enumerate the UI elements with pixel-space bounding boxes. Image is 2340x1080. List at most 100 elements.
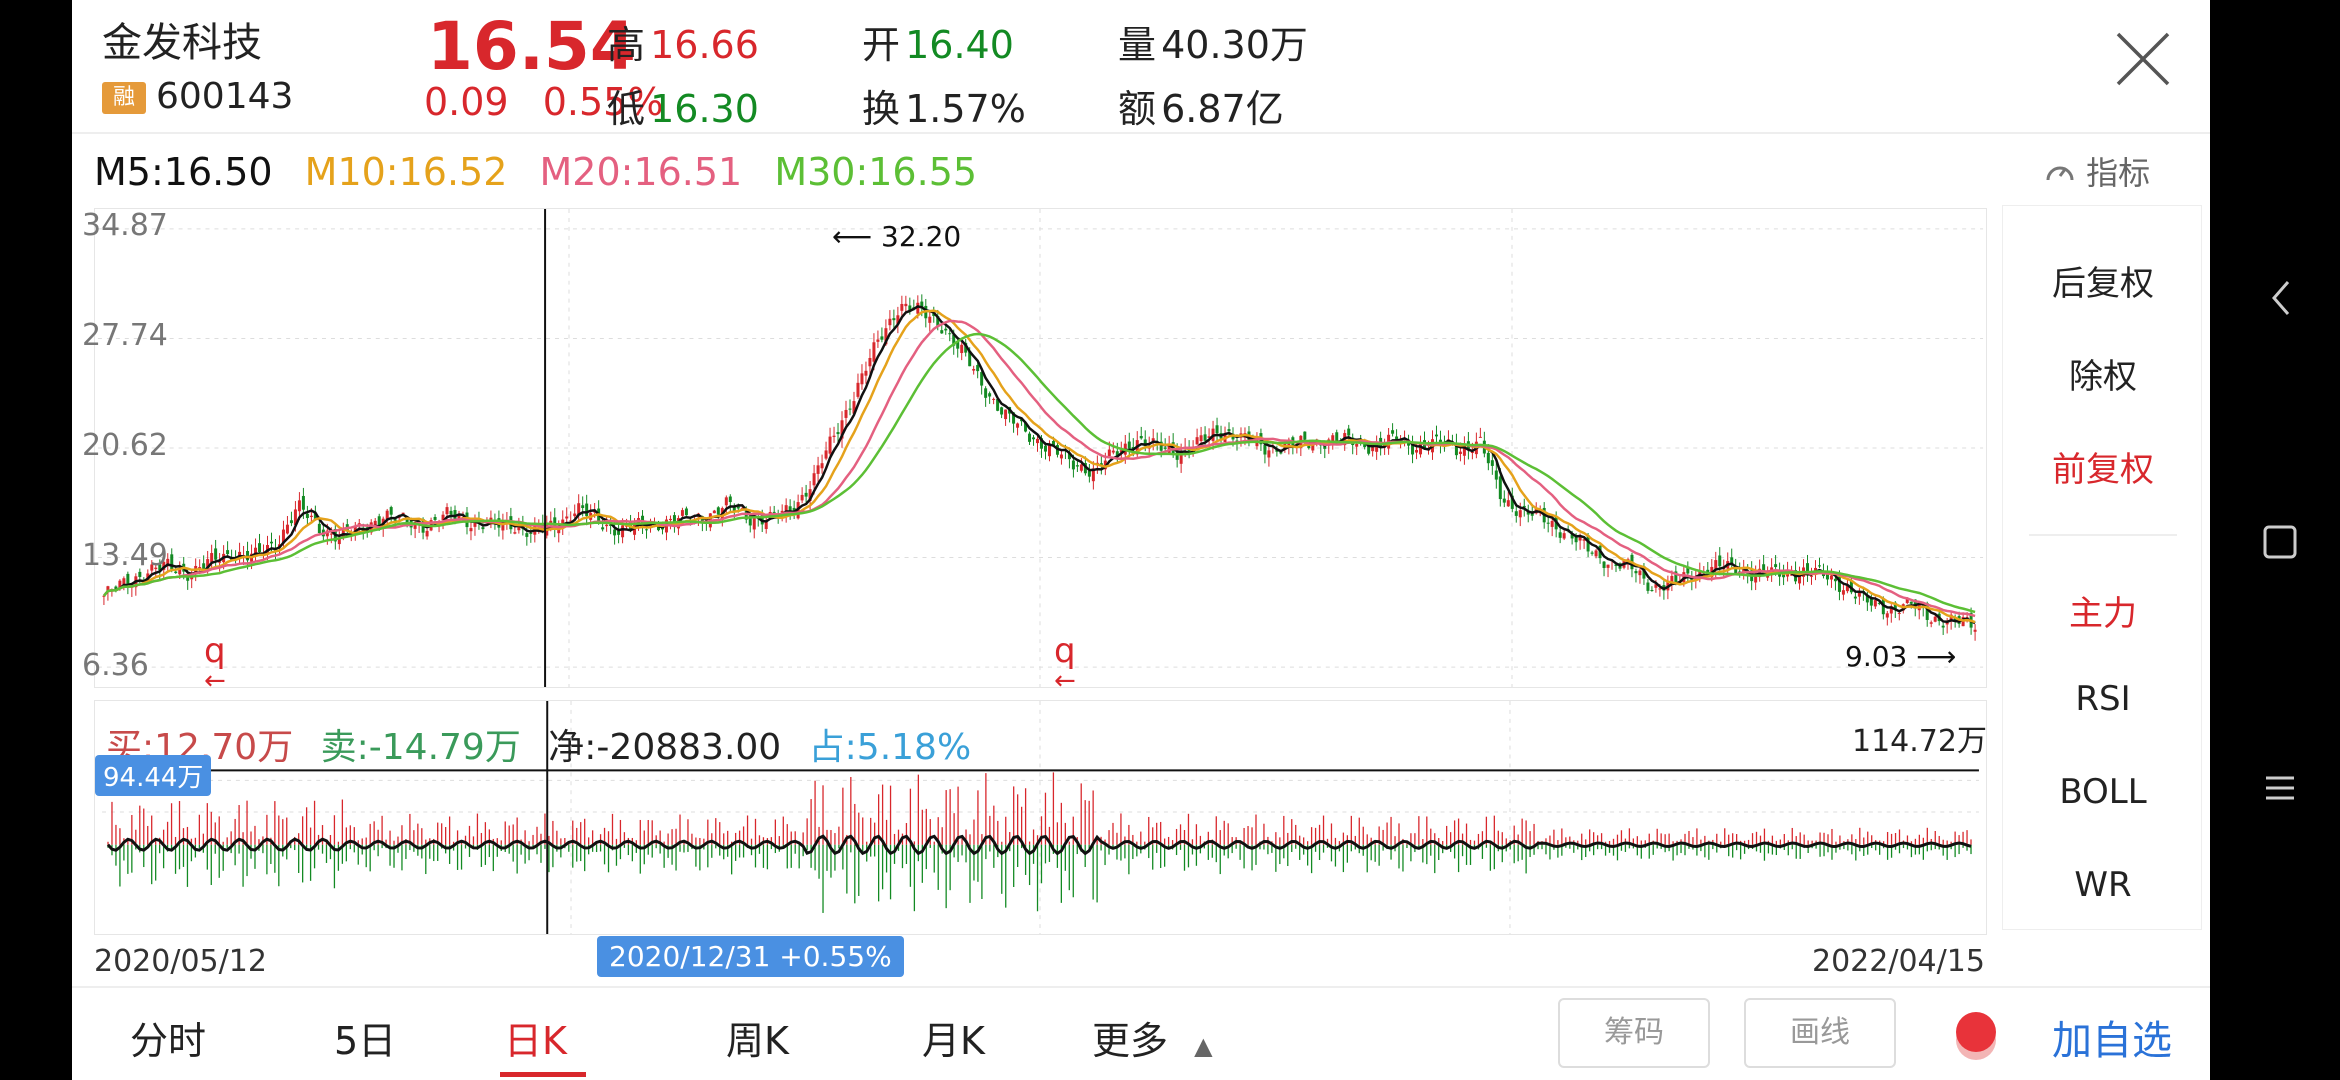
candle-body [820, 463, 824, 469]
amount-stat: 额 6.87亿 [1118, 78, 1284, 133]
candle-body [1873, 600, 1877, 607]
candle-body [1550, 520, 1554, 527]
candle-body [285, 524, 289, 534]
candle-body [1913, 599, 1917, 609]
option-pre-adjusted[interactable]: 前复权 [2052, 450, 2154, 490]
candle-body [118, 580, 122, 590]
lowest-price-label: 9.03 [1845, 640, 1908, 673]
tab-more-label: 更多 [1092, 1019, 1169, 1063]
candle-body [126, 573, 130, 586]
candle-body [944, 328, 948, 331]
candle-body [1000, 407, 1004, 415]
candle-body [1486, 452, 1490, 464]
stock-name: 金发科技 [102, 20, 262, 66]
candle-body [190, 576, 194, 580]
tab-intraday[interactable]: 分时 [130, 1019, 207, 1063]
candle-body [948, 333, 952, 335]
candle-body [880, 336, 884, 340]
main-force-chart[interactable] [94, 700, 1987, 935]
event-marker[interactable]: q ← [204, 634, 226, 696]
candle-body [210, 553, 214, 563]
home-nav-icon[interactable] [2262, 524, 2298, 560]
candle-body [828, 436, 832, 454]
candle-body [968, 350, 972, 367]
high-value: 16.66 [650, 23, 759, 67]
candle-body [1742, 568, 1746, 573]
candle-body [1650, 590, 1654, 592]
add-to-watchlist-button[interactable]: 加自选 [2052, 1018, 2172, 1064]
candle-body [481, 527, 485, 530]
candle-body [1833, 578, 1837, 582]
close-icon[interactable] [2112, 28, 2174, 90]
highest-price-marker: ⟵ 32.20 [832, 220, 961, 253]
candle-body [525, 533, 529, 537]
candle-body [1690, 577, 1694, 582]
candle-body [1043, 445, 1047, 452]
candle-body [876, 339, 880, 342]
option-wr[interactable]: WR [2074, 865, 2132, 905]
candle-body [980, 372, 984, 386]
tab-daily-k[interactable]: 日K [504, 1019, 567, 1063]
tab-weekly-k[interactable]: 周K [726, 1019, 789, 1063]
candle-body [884, 328, 888, 345]
candle-body [1806, 563, 1810, 573]
event-marker[interactable]: q ← [1054, 631, 1076, 696]
candle-body [984, 388, 988, 398]
candle-body [860, 373, 864, 385]
candle-body [1267, 450, 1271, 458]
candle-body [1798, 575, 1802, 584]
option-rsi[interactable]: RSI [2075, 679, 2131, 719]
candle-body [1434, 434, 1438, 437]
option-main-force[interactable]: 主力 [2069, 594, 2137, 634]
candlestick-chart[interactable] [94, 208, 1987, 688]
event-marker-label: q [1054, 631, 1076, 671]
candle-body [138, 571, 142, 577]
candle-body [1012, 412, 1016, 424]
candle-body [258, 543, 262, 553]
gauge-icon [2046, 166, 2074, 181]
tab-monthly-k[interactable]: 月K [922, 1019, 985, 1063]
candle-body [269, 541, 273, 544]
tab-more[interactable]: 更多 ▲ [1092, 1010, 1213, 1065]
candle-body [1355, 443, 1359, 447]
draw-line-button[interactable]: 画线 [1744, 998, 1896, 1068]
candle-body [1091, 468, 1095, 482]
candle-body [1323, 445, 1327, 449]
candle-body [1762, 564, 1766, 574]
candle-body [1518, 510, 1522, 518]
price-axis-label: 20.62 [82, 428, 168, 463]
candle-body [293, 509, 297, 526]
candle-body [1606, 564, 1610, 568]
tab-5day[interactable]: 5日 [334, 1019, 397, 1063]
candle-body [238, 551, 242, 558]
candle-body [1817, 565, 1821, 567]
candle-body [313, 513, 317, 520]
candle-body [832, 435, 836, 437]
tabbar-divider [72, 986, 2210, 988]
candle-body [401, 512, 405, 515]
chips-button[interactable]: 筹码 [1558, 998, 1710, 1068]
candle-body [732, 505, 736, 511]
candle-body [988, 393, 992, 397]
candle-body [1594, 550, 1598, 557]
candle-body [218, 561, 222, 563]
candle-body [1363, 443, 1367, 448]
candle-body [329, 533, 333, 535]
option-ex-rights[interactable]: 除权 [2069, 357, 2137, 397]
indicator-button[interactable]: 指标 [2044, 148, 2150, 194]
option-post-adjusted[interactable]: 后复权 [2052, 264, 2154, 304]
candle-body [1941, 625, 1945, 628]
option-boll[interactable]: BOLL [2059, 772, 2147, 812]
candle-body [1933, 616, 1937, 622]
menu-nav-icon[interactable] [2262, 770, 2298, 806]
candle-body [1059, 454, 1063, 459]
candle-body [816, 465, 820, 474]
back-nav-icon[interactable] [2266, 278, 2296, 318]
candle-body [1051, 440, 1055, 446]
candle-body [102, 595, 106, 597]
current-price: 16.54 [427, 8, 636, 85]
indicator-label: 指标 [2086, 154, 2151, 192]
candle-body [960, 344, 964, 354]
record-icon[interactable] [1952, 1010, 2000, 1066]
candle-body [158, 564, 162, 571]
